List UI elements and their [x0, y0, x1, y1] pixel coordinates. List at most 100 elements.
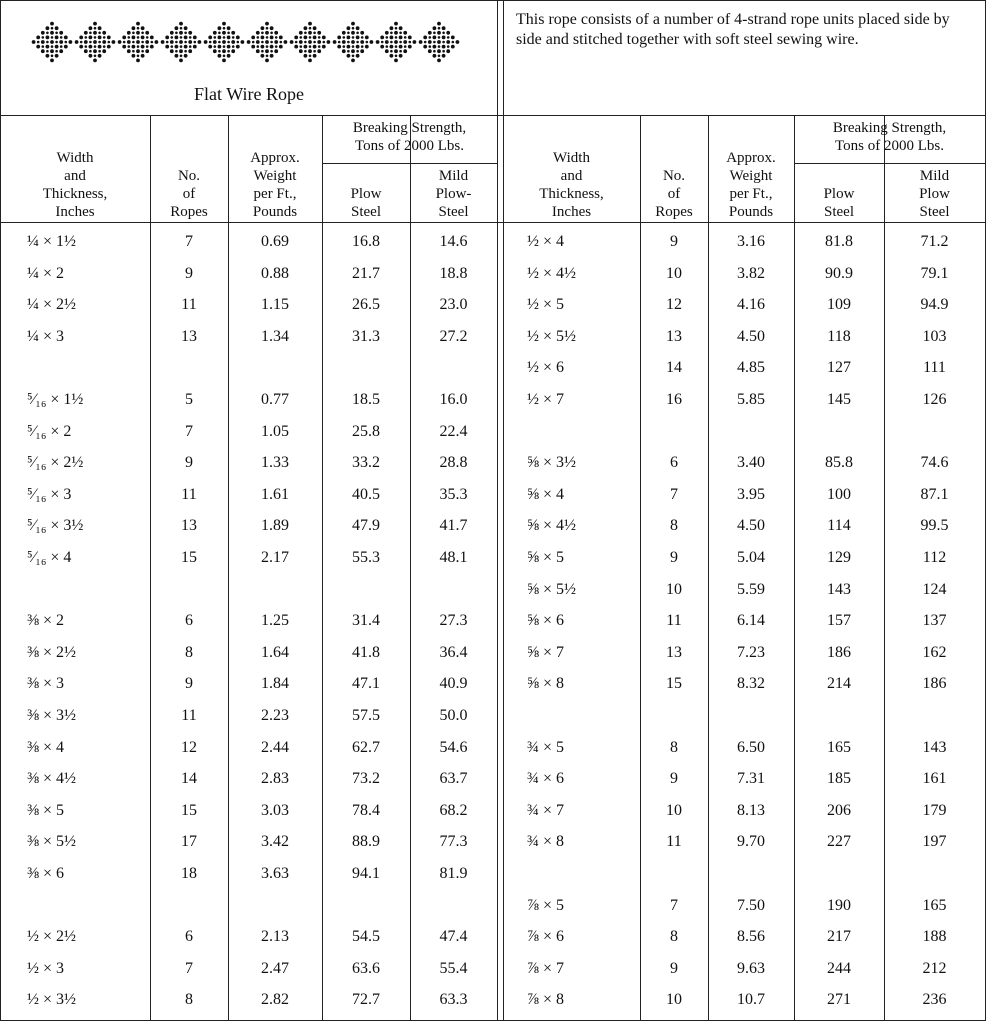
ornament-dot [427, 40, 432, 44]
table-cell: 8 [670, 928, 678, 946]
ornament-dot [394, 54, 398, 58]
table-cell: 118 [827, 327, 851, 345]
group-header: Breaking Strength, [352, 120, 467, 136]
ornament-dot [423, 40, 427, 44]
ornament-dot [428, 45, 432, 48]
ornament-dot [183, 26, 188, 31]
ornament-dot [179, 49, 183, 54]
ornament-dot [88, 26, 93, 31]
ornament-dot [106, 44, 111, 49]
ornament-dot [260, 44, 265, 49]
ornament-dot [433, 40, 436, 44]
ornament-dot [341, 49, 346, 54]
column-header: No. [662, 168, 686, 184]
ornament-dot [222, 30, 226, 35]
table-cell: 179 [922, 801, 947, 819]
table-cell: ½ × 5½ [527, 327, 577, 345]
ornament-dot [308, 36, 312, 39]
ornament-dot [122, 40, 126, 44]
column-header: Plow [823, 186, 855, 202]
ornament-dot [54, 53, 59, 58]
ornament-dot [356, 40, 359, 44]
ornament-dot [337, 44, 342, 49]
ornament-dot [68, 40, 73, 44]
ornament-dot [46, 40, 49, 44]
ornament-dot [356, 49, 359, 53]
table-cell: 9.63 [737, 959, 765, 977]
ornament-dot [446, 30, 451, 35]
ornament-dot [269, 26, 274, 31]
ornament-dot [93, 30, 97, 35]
table-cell: 11 [181, 707, 197, 724]
table-cell: 6.50 [737, 738, 765, 756]
ornament-dot [217, 53, 222, 58]
ornament-dot [313, 40, 316, 44]
description: This rope consists of a number of 4-stra… [516, 11, 950, 48]
table-cell: 47.1 [352, 675, 380, 693]
ornament-dot [360, 36, 364, 39]
table-cell: 2.13 [261, 928, 289, 946]
column-header: per Ft., [253, 186, 297, 202]
caption: Flat Wire Rope [194, 84, 304, 104]
table-cell: 74.6 [920, 454, 949, 472]
ornament-dot [102, 40, 107, 44]
rule [640, 115, 641, 1020]
column-header: Width [56, 150, 94, 166]
ornament-dot [389, 44, 394, 49]
ornament-dot [193, 40, 197, 44]
table-cell: 14 [666, 359, 682, 377]
ornament-dot [403, 45, 407, 48]
group-header: Tons of 2000 Lbs. [835, 138, 944, 154]
table-cell: 161 [922, 770, 947, 788]
ornament-dot [136, 30, 140, 35]
ornament-dot [192, 44, 197, 49]
column-header: Plow- [435, 186, 472, 202]
ornament-dot [303, 35, 308, 40]
table-cell: 3.63 [261, 865, 289, 882]
table-cell: ½ × 2½ [27, 928, 77, 946]
ornament-dot [227, 31, 230, 35]
ornament-dot [145, 40, 150, 44]
ornament-dot [346, 26, 351, 31]
table-cell: 13 [181, 327, 197, 345]
ornament-dot [274, 49, 279, 54]
ornament-dot [385, 36, 389, 39]
ornament-dot [360, 45, 364, 48]
ornament-dot [364, 35, 369, 40]
ornament-dot [184, 31, 187, 35]
ornament-dot [97, 44, 102, 49]
ornament-dot [394, 40, 398, 44]
table-cell: 9 [185, 454, 193, 472]
ornament-dot [212, 49, 217, 54]
ornament-dot [222, 26, 226, 30]
ornament-dot [50, 54, 54, 58]
ornament-dot [127, 45, 131, 48]
ornament-dot [218, 31, 221, 35]
ornament-dot [59, 30, 64, 35]
ornament-dot [347, 49, 350, 53]
ornament-dot [218, 40, 221, 44]
table-cell: 3.42 [261, 833, 289, 851]
table-cell: ¼ × 2½ [27, 296, 77, 314]
column-header: Steel [351, 204, 381, 220]
table-cell: 217 [827, 928, 851, 946]
table-cell: 31.4 [352, 612, 380, 630]
ornament-dot [97, 53, 102, 58]
ornament-dot [399, 40, 402, 44]
table-cell: 63.6 [352, 959, 380, 977]
table-cell: 1.84 [261, 675, 289, 693]
ornament-dot [55, 40, 58, 44]
ornament-dot [131, 35, 136, 40]
ornament-dot [106, 35, 111, 40]
ornament-dot [179, 54, 183, 58]
column-header: Weight [253, 168, 297, 184]
column-header: and [64, 168, 86, 184]
column-header: Mild [919, 168, 950, 184]
table-cell: 7 [670, 896, 678, 914]
ornament-dot [174, 44, 179, 49]
ornament-dot [203, 40, 208, 44]
ornament-dot [441, 35, 446, 40]
ornament-dot [197, 40, 202, 44]
ornament-dot [274, 36, 278, 39]
table-cell: 197 [922, 833, 947, 851]
